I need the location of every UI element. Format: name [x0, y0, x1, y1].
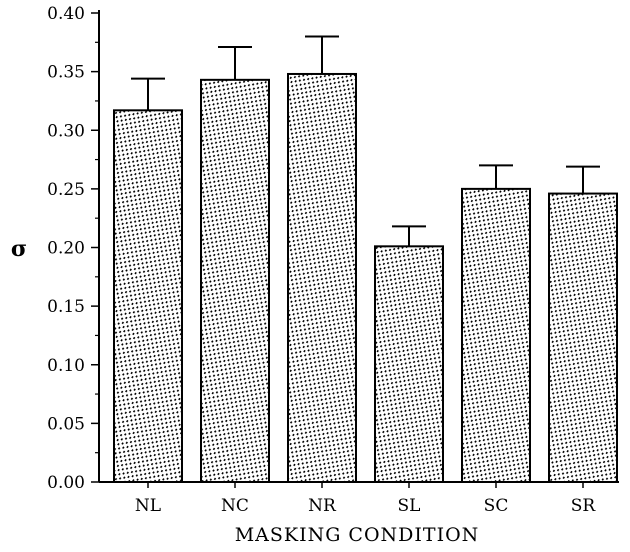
bar-nl	[113, 109, 183, 483]
y-tick-label: 0.10	[47, 356, 85, 376]
x-tick-label-sr: SR	[571, 496, 597, 516]
y-tick-label: 0.05	[47, 414, 85, 434]
x-axis-title: MASKING CONDITION	[235, 524, 480, 546]
bar-nc	[200, 78, 270, 484]
y-tick-label: 0.30	[47, 121, 85, 141]
bar-nr	[287, 72, 357, 483]
y-tick-label: 0.40	[47, 4, 85, 24]
x-tick-label-sl: SL	[398, 496, 421, 516]
bar-sr	[548, 192, 618, 483]
error-bar-nc	[218, 46, 252, 80]
error-bars-layer	[131, 35, 600, 247]
error-bar-nl	[131, 77, 165, 111]
x-tick-label-nl: NL	[135, 496, 161, 516]
y-ticks-layer: 0.00 0.05 0.10 0.15 0.20 0.25 0.30 0.35 0.40	[47, 4, 99, 493]
bars-layer	[113, 72, 618, 484]
bar-sc	[461, 187, 531, 483]
x-tick-label-nr: NR	[308, 496, 337, 516]
y-tick-label: 0.25	[47, 180, 85, 200]
x-tick-label-sc: SC	[484, 496, 509, 516]
x-ticks-layer: NL NC NR SL SC SR	[135, 482, 597, 516]
y-tick-label: 0.35	[47, 63, 85, 83]
error-bar-nr	[305, 35, 339, 74]
y-axis-title: σ	[11, 236, 27, 262]
error-bar-sc	[479, 164, 513, 189]
y-tick-label: 0.00	[47, 473, 85, 493]
axes-layer	[98, 10, 619, 483]
error-bar-sr	[566, 165, 600, 194]
error-bar-sl	[392, 225, 426, 247]
y-tick-label: 0.15	[47, 297, 85, 317]
y-tick-label: 0.20	[47, 239, 85, 259]
x-tick-label-nc: NC	[221, 496, 249, 516]
bar-sl	[374, 245, 444, 483]
